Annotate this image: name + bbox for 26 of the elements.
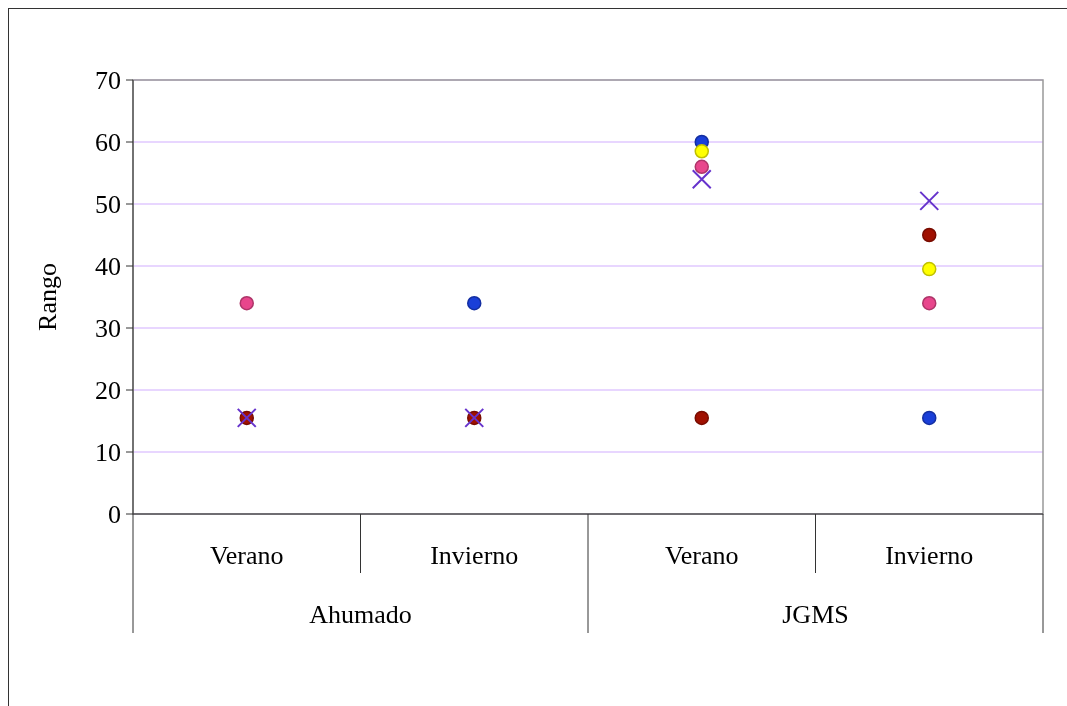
y-tick-label: 0 (108, 500, 121, 530)
x-tick-label: Verano (209, 541, 284, 571)
x-tick-label: Invierno (885, 541, 974, 571)
point (694, 144, 709, 159)
point (239, 295, 254, 311)
point (691, 169, 712, 190)
x-tick-label: Invierno (430, 541, 519, 571)
y-tick-label: 70 (95, 66, 121, 96)
y-tick-label: 40 (95, 252, 121, 282)
y-axis-title: Rango (33, 263, 62, 331)
point (919, 190, 940, 211)
y-tick-label: 30 (95, 314, 121, 344)
text: Ahumado (309, 600, 412, 630)
y-tick-label: 20 (95, 376, 121, 406)
point (922, 261, 937, 277)
point (467, 295, 482, 311)
text: JGMS (782, 600, 849, 630)
point (922, 410, 937, 426)
y-tick-label: 10 (95, 438, 121, 468)
point (694, 159, 709, 175)
y-tick-label: 60 (95, 128, 121, 158)
point (922, 295, 937, 311)
point (922, 227, 937, 243)
x-tick-label: Verano (664, 541, 739, 571)
point (694, 410, 709, 426)
y-tick-label: 50 (95, 190, 121, 220)
